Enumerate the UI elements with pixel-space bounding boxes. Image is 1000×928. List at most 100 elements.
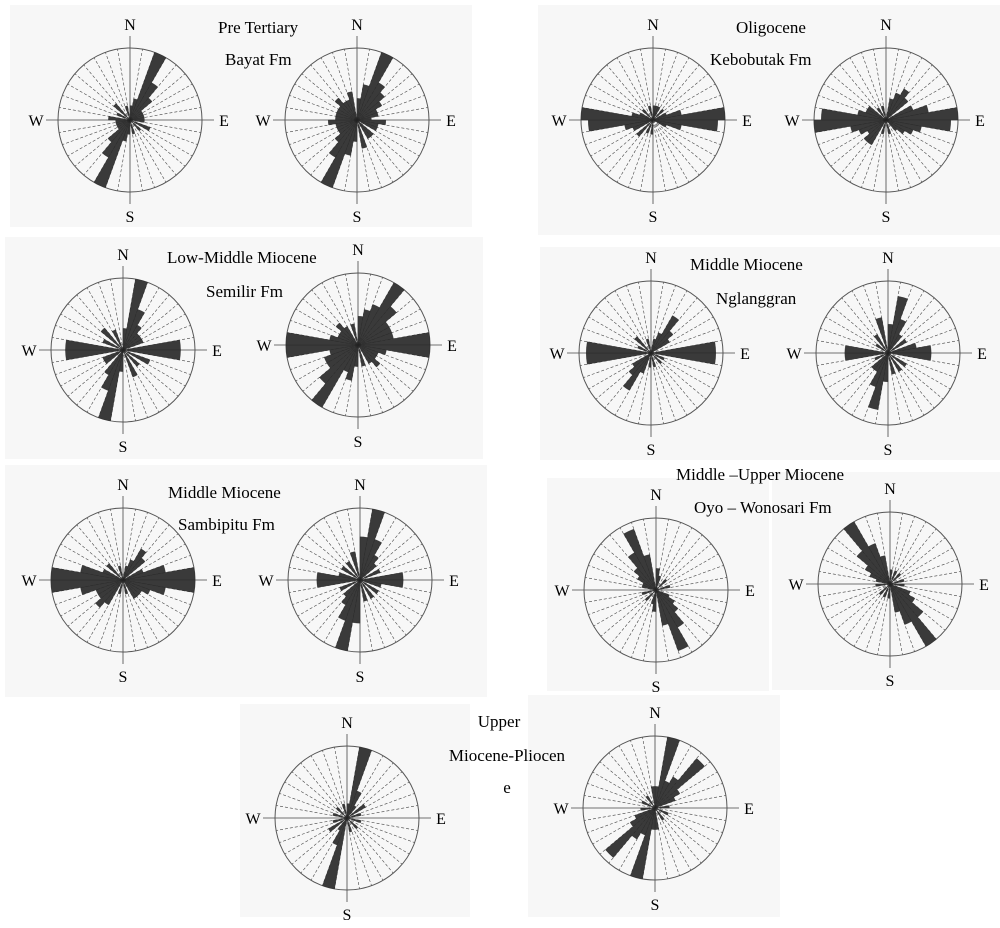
rose-petal: [359, 536, 368, 581]
rose-petal: [885, 119, 898, 132]
rose-petal: [655, 589, 669, 626]
rose-petal: [319, 344, 359, 384]
rose-petal: [655, 589, 670, 598]
rose-petal: [628, 352, 652, 376]
rose-petal: [124, 105, 131, 121]
rose-diagram-oyo-wonosari-2: N S W E: [788, 481, 988, 690]
north-label: N: [645, 250, 657, 267]
rose-petal: [101, 349, 124, 391]
rose-petal: [624, 119, 654, 131]
south-label: S: [356, 669, 365, 686]
rose-petal: [885, 119, 892, 135]
outer-circle: [287, 507, 433, 653]
east-label: E: [436, 811, 446, 828]
title-upper-miocene-line1: Upper: [477, 712, 521, 731]
rose-diagram-upper-miocene-2: N S W E: [553, 705, 753, 914]
rose-petal: [652, 105, 656, 121]
rose-petal: [129, 119, 151, 132]
rose-petal: [357, 306, 397, 346]
rose-petal: [645, 338, 652, 354]
rose-petal: [95, 579, 124, 608]
grid-spoke: [599, 761, 656, 809]
rose-petal: [122, 559, 135, 581]
rose-petal: [117, 565, 124, 581]
rose-petal: [640, 807, 656, 811]
rose-petal: [129, 119, 145, 123]
rose-petal: [885, 119, 922, 133]
rose-petal: [650, 352, 716, 365]
rose-petal: [129, 52, 167, 121]
north-label: N: [124, 17, 136, 34]
rose-petal: [101, 119, 131, 158]
rose-petal: [359, 539, 382, 581]
rose-diagram-pre-tertiary-2: N S W E: [255, 17, 455, 226]
rose-petal: [357, 344, 373, 364]
rose-petal: [650, 332, 663, 354]
rose-diagram-nglanggran-2: N S W E: [786, 250, 986, 459]
rose-petal: [889, 583, 905, 587]
south-label: S: [343, 907, 352, 924]
rose-petal: [357, 316, 364, 346]
rose-petal: [887, 352, 932, 361]
rose-petal: [328, 119, 358, 158]
rose-petal: [359, 579, 368, 602]
panel-pre-tertiary: [10, 5, 472, 227]
grid-spoke: [885, 119, 923, 183]
rose-petal: [122, 349, 140, 367]
rose-petal: [339, 579, 361, 592]
rose-petal: [876, 107, 887, 121]
rose-petal: [631, 807, 656, 840]
rose-petal: [652, 112, 667, 121]
north-label: N: [341, 715, 353, 732]
rose-petal: [122, 568, 144, 581]
north-label: N: [650, 487, 662, 504]
south-label: S: [652, 679, 661, 696]
rose-petal: [338, 572, 361, 581]
rose-petal: [634, 807, 656, 820]
rose-petal: [650, 589, 657, 605]
title-nglanggran-line2: Nglanggran: [716, 289, 797, 308]
rose-petal: [357, 309, 371, 346]
outer-circle: [284, 47, 430, 193]
grid-spoke: [654, 807, 711, 855]
rose-petal: [873, 334, 889, 354]
rose-petal: [332, 817, 348, 824]
rose-petal: [80, 565, 124, 581]
north-label: N: [880, 17, 892, 34]
east-label: E: [740, 346, 750, 363]
north-label: N: [647, 17, 659, 34]
rose-petal: [641, 108, 654, 121]
rose-petal: [346, 803, 366, 819]
rose-petal: [887, 296, 908, 354]
rose-petal: [345, 344, 359, 381]
east-label: E: [447, 338, 457, 355]
rose-petal: [320, 119, 358, 188]
rose-petal: [875, 578, 891, 585]
rose-petal: [651, 786, 656, 809]
outer-circle: [817, 511, 963, 657]
rose-petal: [813, 119, 887, 133]
grid-spoke: [652, 119, 709, 167]
rose-petal: [654, 776, 679, 809]
grid-spoke: [619, 589, 657, 653]
rose-petal: [878, 583, 891, 596]
south-label: S: [353, 209, 362, 226]
title-oyo-wonosari-line1: Middle –Upper Miocene: [676, 465, 845, 484]
rose-petal: [356, 52, 394, 121]
rose-petal: [113, 103, 131, 121]
rose-petal: [885, 92, 901, 121]
outer-circle: [50, 277, 196, 423]
rose-petal: [875, 343, 889, 354]
west-label: W: [256, 338, 272, 355]
title-semilir-line2: Semilir Fm: [206, 282, 283, 301]
rose-petal: [889, 583, 937, 647]
rose-petal: [868, 352, 889, 410]
rose-petal: [885, 98, 894, 121]
west-label: W: [245, 811, 261, 828]
rose-petal: [641, 589, 657, 596]
rose-petal: [106, 563, 124, 581]
rose-petal: [868, 543, 891, 585]
rose-petal: [655, 589, 679, 613]
rose-petal: [889, 578, 905, 585]
rose-petal: [623, 528, 657, 591]
